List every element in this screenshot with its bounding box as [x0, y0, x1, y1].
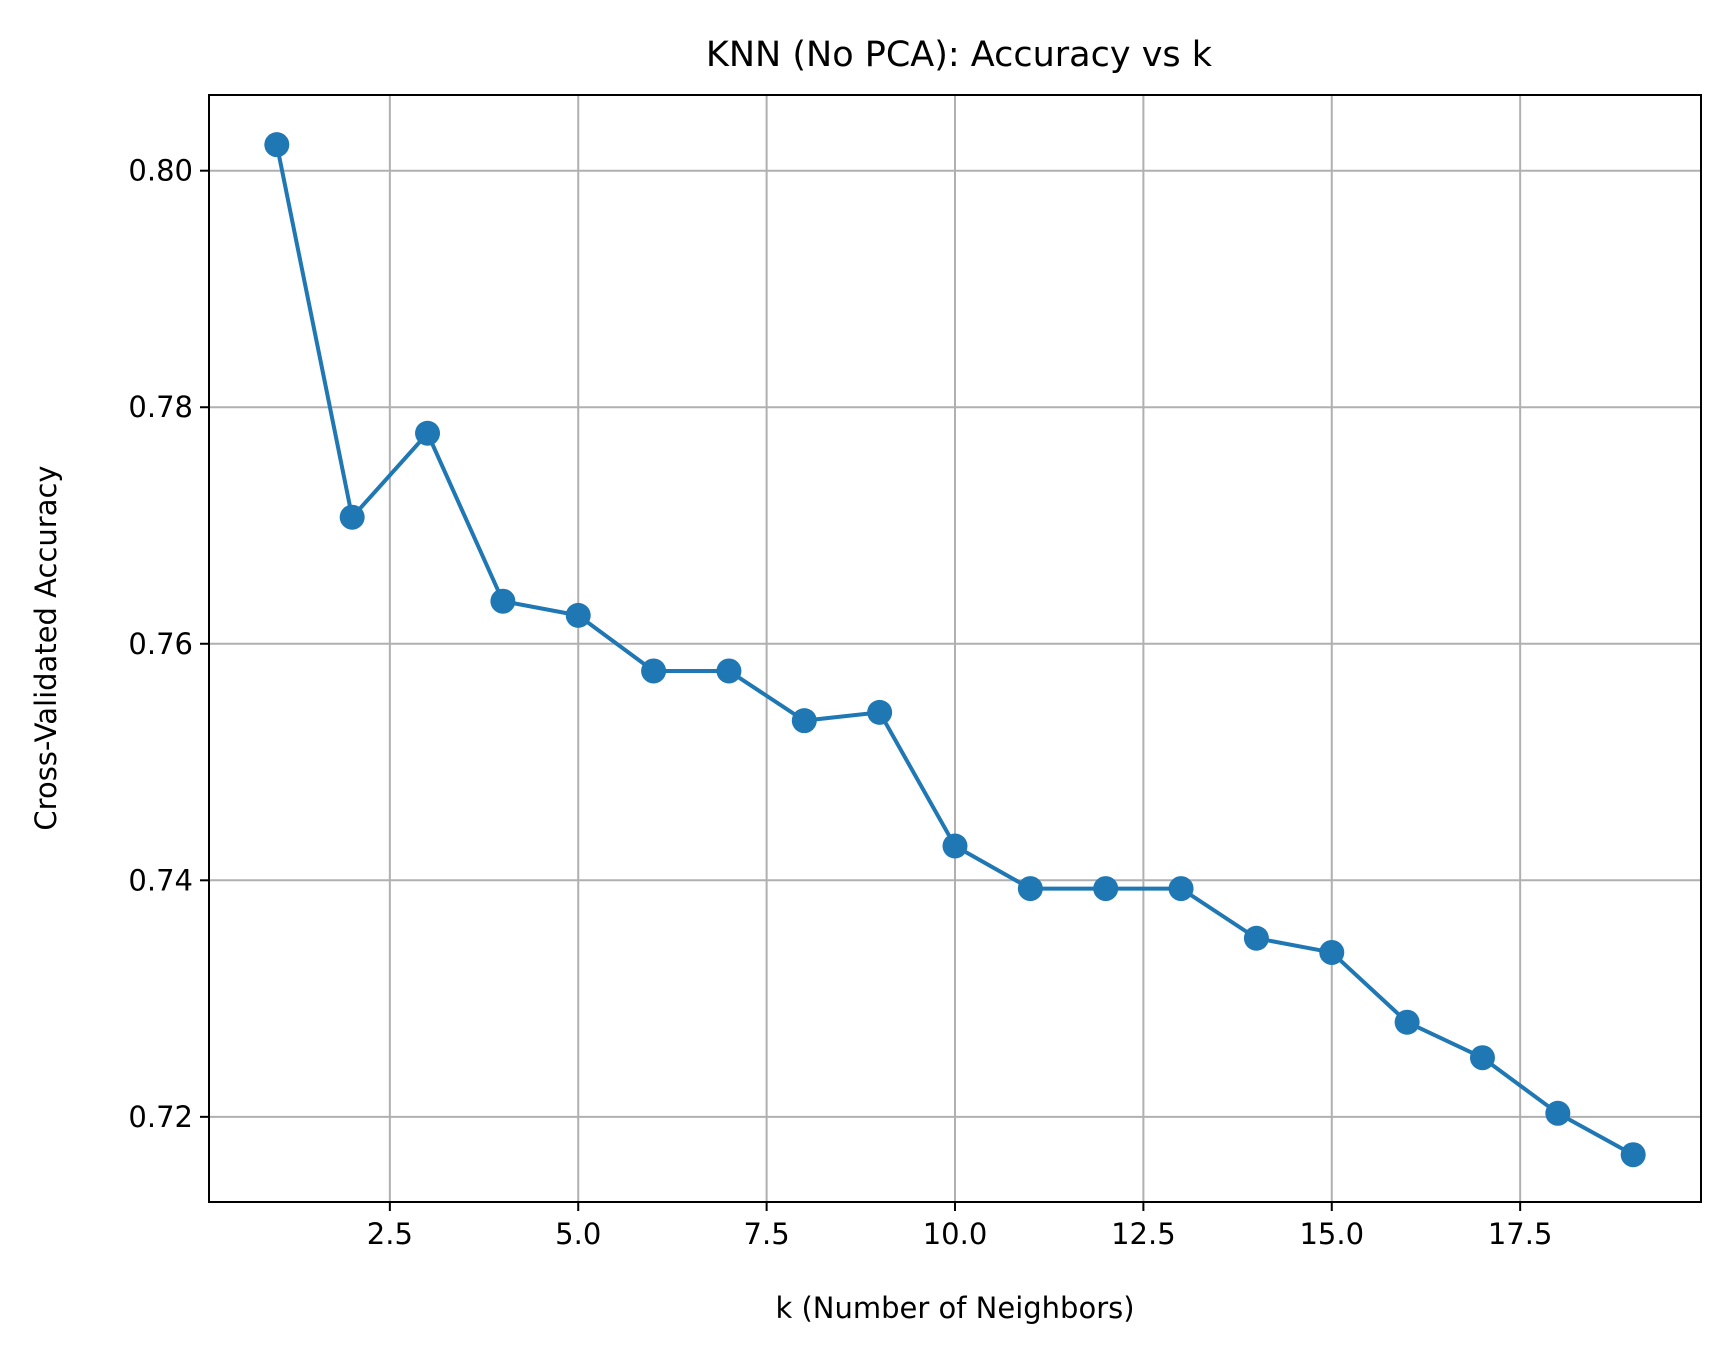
y-tick-label: 0.72	[128, 1100, 193, 1134]
data-point	[942, 833, 968, 859]
y-tick-label: 0.74	[128, 863, 193, 897]
data-point	[1319, 939, 1345, 965]
grid	[209, 95, 1701, 1202]
x-tick-label: 15.0	[1299, 1217, 1364, 1251]
x-tick-label: 7.5	[744, 1217, 790, 1251]
x-tick-label: 5.0	[555, 1217, 601, 1251]
data-point	[1545, 1100, 1571, 1126]
data-point	[1093, 876, 1119, 902]
data-point	[641, 658, 667, 684]
data-point	[1168, 876, 1194, 902]
axis-ticks: 2.5 5.0 7.5 10.0 12.5 15.0 17.5 0.72 0.74 0.76 0.7…	[128, 154, 1552, 1251]
x-tick-label: 10.0	[923, 1217, 988, 1251]
data-point	[1017, 876, 1043, 902]
data-point	[415, 420, 441, 446]
x-tick-label: 2.5	[367, 1217, 413, 1251]
x-tick-label: 17.5	[1488, 1217, 1553, 1251]
data-point	[264, 132, 290, 158]
series-layer	[264, 132, 1646, 1168]
data-point	[339, 504, 365, 530]
y-axis-label: Cross-Validated Accuracy	[29, 465, 63, 830]
chart-title: KNN (No PCA): Accuracy vs k	[706, 35, 1213, 75]
data-point	[490, 588, 516, 614]
data-point	[1243, 925, 1269, 951]
data-point	[867, 699, 893, 725]
x-tick-label: 12.5	[1111, 1217, 1176, 1251]
data-point	[791, 708, 817, 734]
y-tick-label: 0.76	[128, 627, 193, 661]
y-tick-label: 0.78	[128, 390, 193, 424]
data-point	[565, 602, 591, 628]
data-point	[1469, 1045, 1495, 1071]
data-point	[716, 658, 742, 684]
x-axis-label: k (Number of Neighbors)	[775, 1291, 1134, 1325]
data-point	[1620, 1142, 1646, 1168]
data-point	[1394, 1009, 1420, 1035]
y-tick-label: 0.80	[128, 154, 193, 188]
